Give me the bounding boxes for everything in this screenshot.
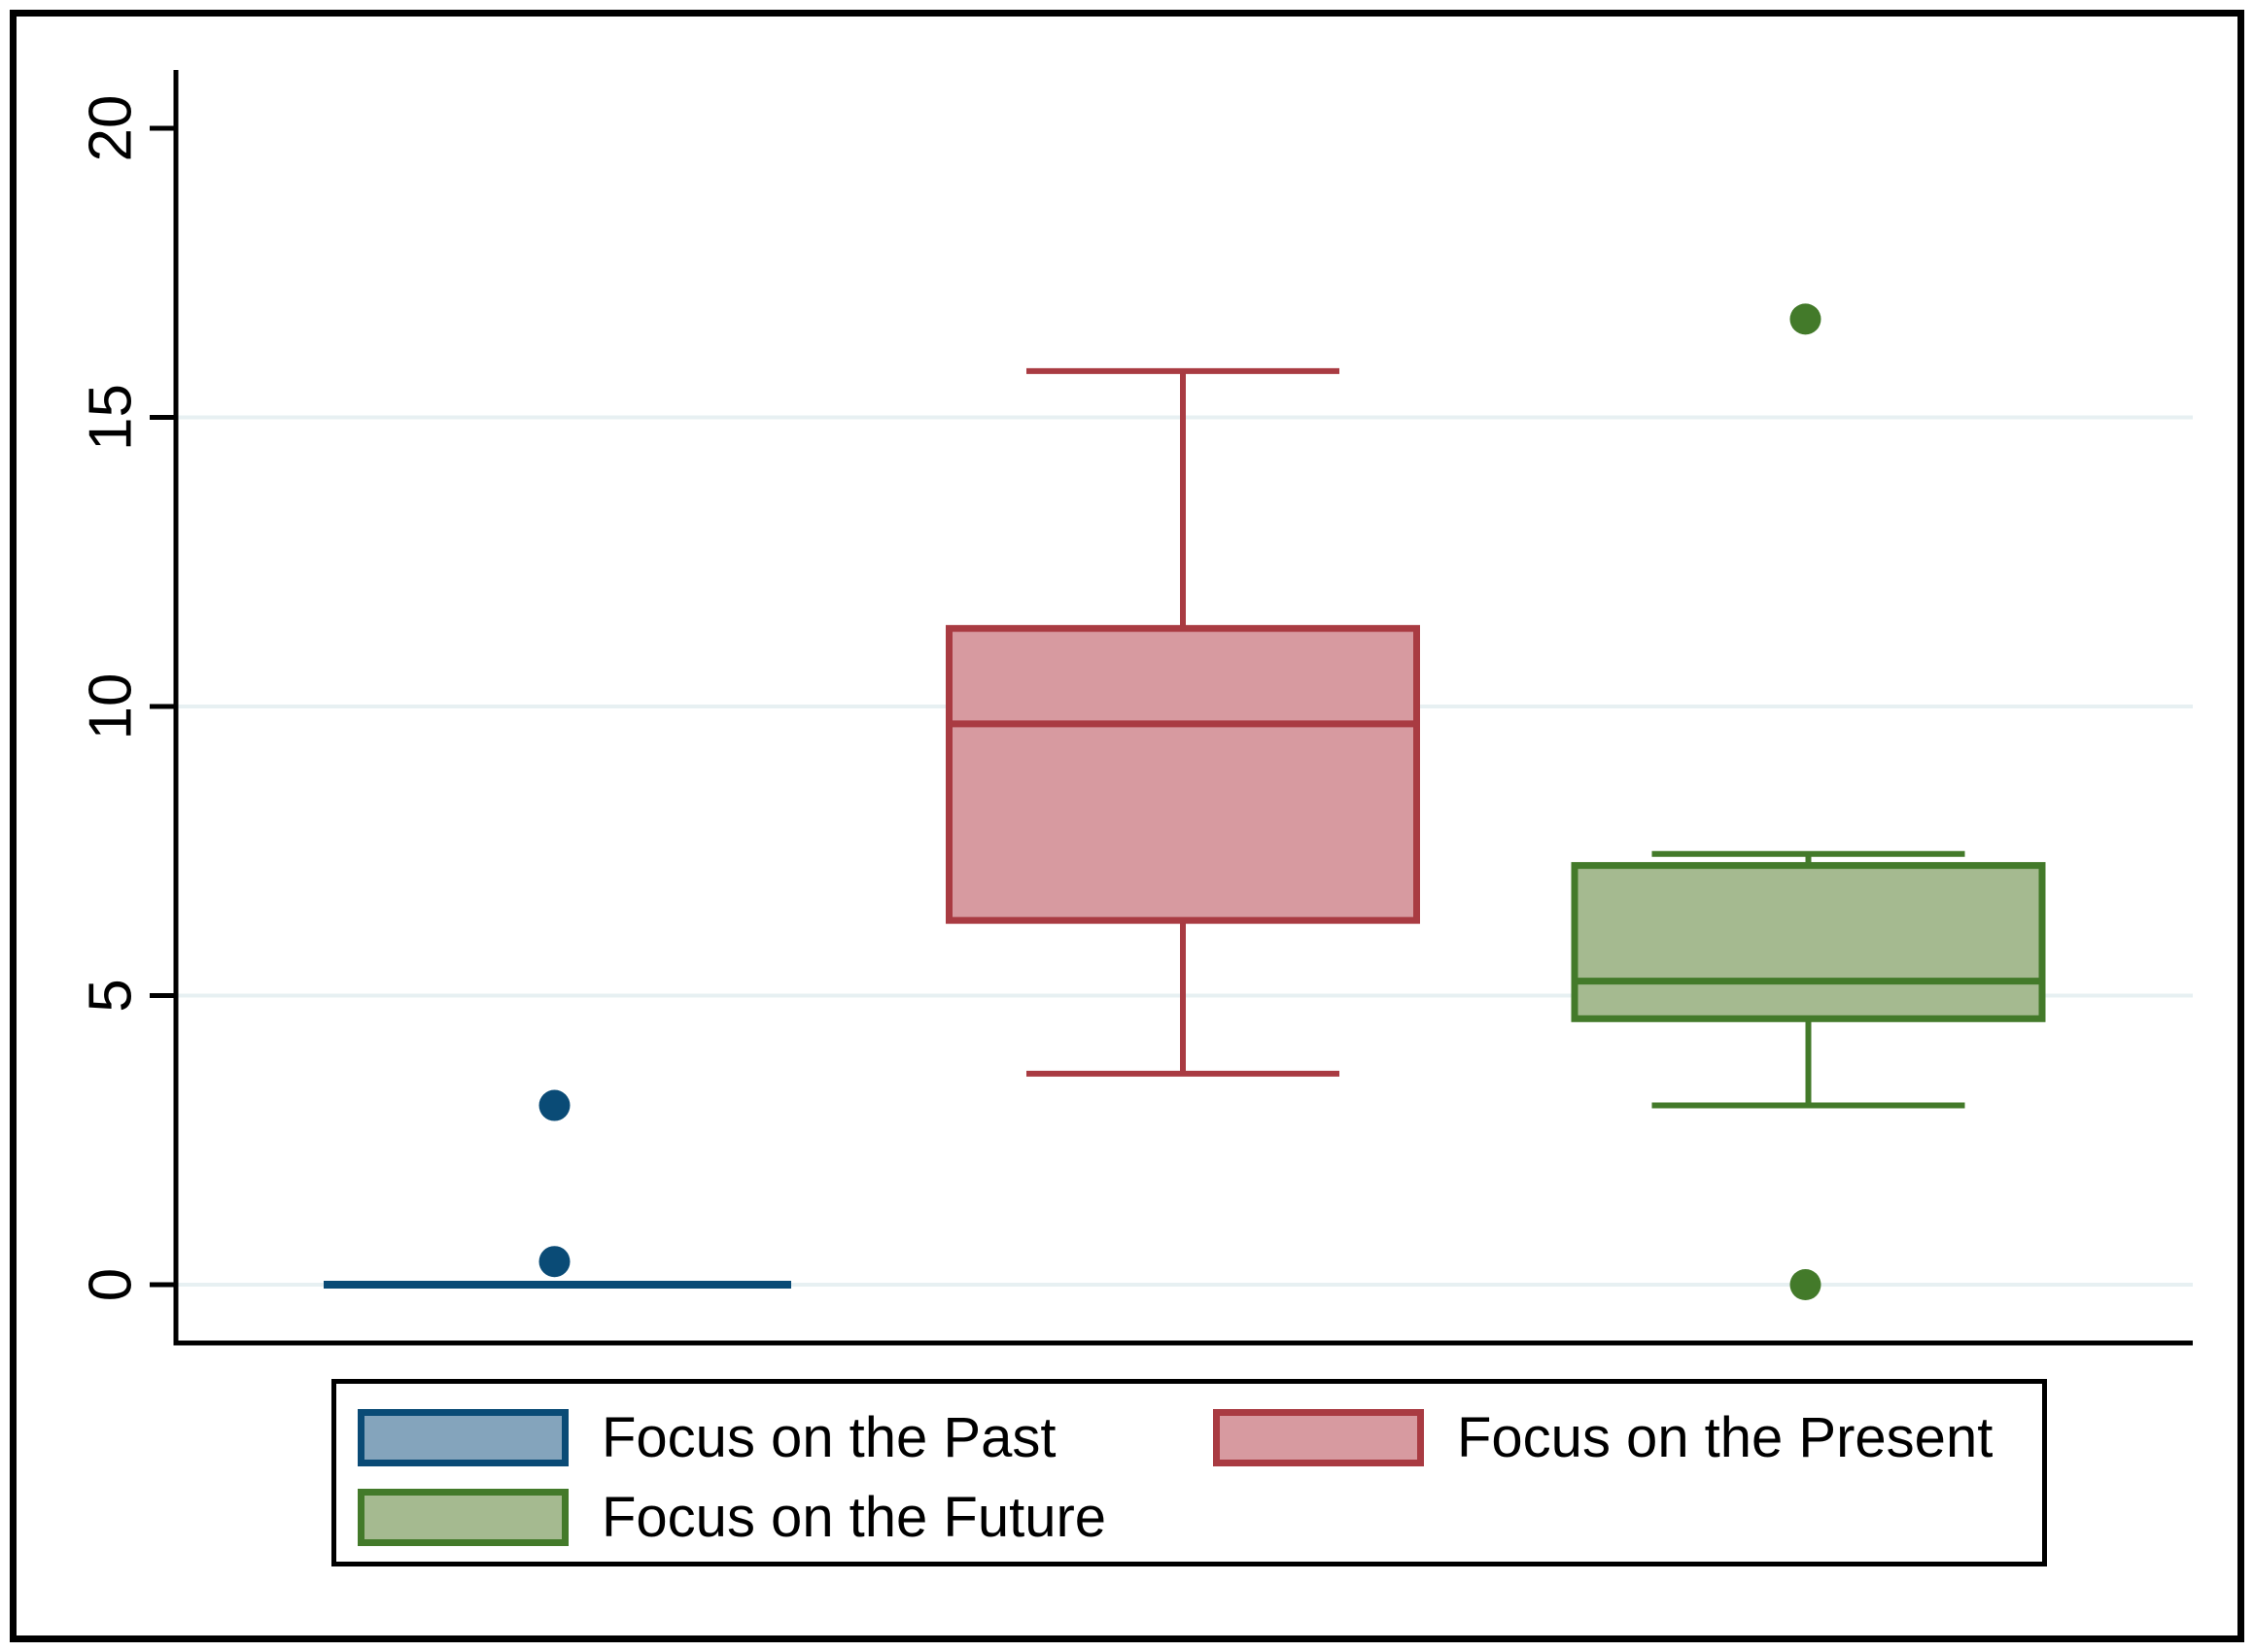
box-series-0 <box>324 1089 791 1289</box>
legend-label-past: Focus on the Past <box>602 1406 1057 1469</box>
box-series-2 <box>1571 303 2046 1300</box>
outlier-dot <box>1789 1269 1821 1300</box>
box <box>946 625 1420 924</box>
box-series-group <box>324 303 2046 1300</box>
legend-swatch-present <box>1213 1409 1424 1466</box>
y-tick-label: 5 <box>78 979 145 1012</box>
y-tick-label: 15 <box>78 384 145 451</box>
y-tick-label: 10 <box>78 673 145 740</box>
figure-border <box>10 10 2244 1642</box>
box-series-1 <box>946 367 1420 1077</box>
legend-label-present: Focus on the Present <box>1457 1406 1994 1469</box>
y-tick-label: 20 <box>78 95 145 162</box>
legend: Focus on the Past Focus on the Present F… <box>331 1379 2047 1566</box>
y-axis-ticks <box>150 125 176 1288</box>
outlier-dot <box>538 1089 571 1121</box>
legend-item-past: Focus on the Past <box>358 1409 1056 1466</box>
legend-label-future: Focus on the Future <box>602 1486 1107 1549</box>
box <box>1571 862 2046 1022</box>
outlier-dot <box>1789 303 1821 335</box>
y-axis-tick-labels: 0 5 10 15 20 <box>78 95 145 1302</box>
legend-item-present: Focus on the Present <box>1213 1409 1993 1466</box>
legend-swatch-future <box>358 1489 569 1546</box>
outlier-dot <box>538 1246 571 1278</box>
y-tick-label: 0 <box>78 1268 145 1301</box>
legend-swatch-past <box>358 1409 569 1466</box>
collapsed-box <box>324 1281 791 1289</box>
legend-item-future: Focus on the Future <box>358 1489 1106 1546</box>
